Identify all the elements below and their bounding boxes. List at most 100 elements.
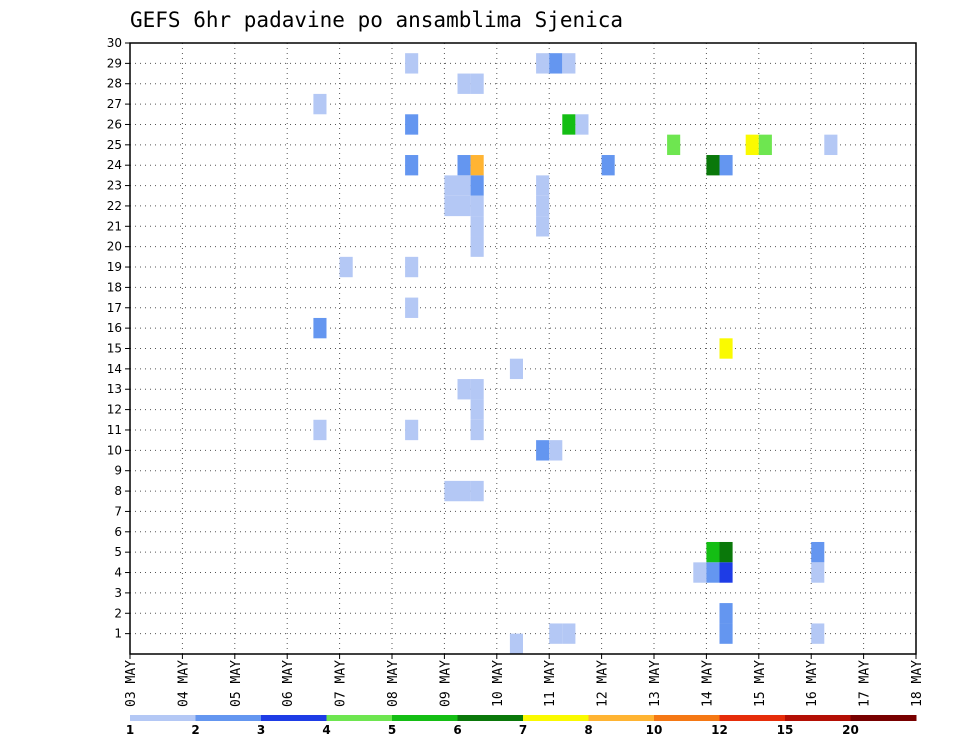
legend-swatch [523, 715, 589, 721]
precip-cell [536, 195, 550, 217]
precip-cell [719, 338, 733, 359]
precip-cell [706, 562, 720, 583]
y-tick-label: 15 [107, 342, 122, 356]
y-tick-label: 26 [107, 117, 122, 131]
precip-cell [457, 175, 471, 196]
precip-cell [470, 155, 484, 176]
legend-label: 5 [388, 723, 396, 737]
precip-cell [457, 195, 471, 217]
legend-label: 7 [519, 723, 527, 737]
legend-swatch [457, 715, 524, 721]
precip-cells [313, 53, 838, 654]
y-tick-label: 18 [107, 280, 122, 294]
legend-swatch [785, 715, 851, 721]
precip-cell [667, 134, 681, 156]
x-tick-label: 14 MAY [700, 660, 715, 707]
x-tick-label: 05 MAY [229, 660, 244, 707]
precip-cell [719, 562, 733, 583]
x-tick-label: 07 MAY [334, 660, 349, 707]
legend-label: 3 [257, 723, 265, 737]
precip-cell [811, 541, 825, 563]
y-tick-label: 1 [114, 627, 122, 641]
y-tick-label: 28 [107, 77, 122, 91]
legend-label: 20 [842, 723, 859, 737]
plot-frame [129, 42, 917, 655]
y-tick-label: 12 [107, 403, 122, 417]
precip-cell [444, 195, 458, 217]
y-tick-label: 6 [114, 525, 122, 539]
x-tick-label: 10 MAY [491, 660, 506, 707]
x-tick-label: 08 MAY [386, 660, 401, 707]
x-tick-label: 16 MAY [805, 660, 820, 707]
chart-title: GEFS 6hr padavine po ansamblima Sjenica [130, 8, 623, 32]
legend-label: 12 [711, 723, 728, 737]
legend-label: 2 [191, 723, 199, 737]
precip-cell [405, 297, 419, 318]
precip-cell [405, 256, 419, 278]
precip-cell [811, 623, 825, 644]
precip-cell [470, 379, 484, 400]
x-tick-label: 12 MAY [596, 660, 611, 707]
precip-cell [470, 236, 484, 257]
precip-cell [457, 73, 471, 94]
precip-cell [313, 419, 327, 441]
legend-label: 10 [646, 723, 663, 737]
y-tick-label: 3 [114, 586, 122, 600]
y-tick-label: 22 [107, 199, 122, 213]
precip-cell [758, 134, 772, 156]
precip-cell [693, 562, 707, 583]
x-tick-label: 03 MAY [124, 660, 139, 707]
precip-cell [549, 623, 563, 644]
precip-cell [562, 623, 576, 644]
x-tick-label: 11 MAY [543, 660, 558, 707]
precip-cell [457, 480, 471, 502]
x-tick-label: 18 MAY [910, 660, 925, 707]
precip-cell [405, 53, 419, 74]
legend-label: 6 [453, 723, 461, 737]
legend-label: 15 [777, 723, 794, 737]
y-tick-label: 25 [107, 138, 122, 152]
y-tick-label: 23 [107, 179, 122, 193]
legend-swatch [654, 715, 720, 721]
legend-swatch [326, 715, 393, 721]
precip-cell [313, 93, 327, 115]
precip-cell [719, 603, 733, 624]
precip-cell [444, 480, 458, 502]
precip-cell [562, 114, 576, 135]
x-tick-label: 13 MAY [648, 660, 663, 707]
precip-cell [457, 379, 471, 400]
legend-label: 8 [584, 723, 592, 737]
grid-lines [130, 42, 917, 654]
precip-cell [509, 358, 523, 380]
y-tick-label: 19 [107, 260, 122, 274]
precip-cell [719, 155, 733, 176]
y-tick-label: 10 [107, 443, 122, 457]
y-tick-label: 7 [114, 504, 122, 518]
x-tick-label: 09 MAY [438, 660, 453, 707]
precip-cell [405, 419, 419, 441]
legend-swatch [719, 715, 786, 721]
legend-swatch [392, 715, 458, 721]
legend-swatch [130, 715, 196, 721]
precip-cell [509, 633, 523, 654]
precip-cell [719, 623, 733, 644]
precip-cell [824, 134, 838, 156]
legend-swatch [261, 715, 327, 721]
precip-cell [706, 541, 720, 563]
y-tick-label: 11 [107, 423, 122, 437]
x-tick-label: 04 MAY [176, 660, 191, 707]
precip-cell [470, 419, 484, 441]
precip-cell [575, 114, 589, 135]
precip-cell [706, 155, 720, 176]
x-tick-label: 06 MAY [281, 660, 296, 707]
precip-cell [536, 216, 550, 237]
y-axis: 1234567891011121314151617181920212223242… [107, 36, 130, 641]
y-tick-label: 2 [114, 606, 122, 620]
legend-swatch [195, 715, 262, 721]
y-tick-label: 20 [107, 240, 122, 254]
precip-cell [457, 155, 471, 176]
y-tick-label: 4 [114, 566, 122, 580]
precip-cell [562, 53, 576, 74]
y-tick-label: 8 [114, 484, 122, 498]
y-tick-label: 24 [107, 158, 122, 172]
